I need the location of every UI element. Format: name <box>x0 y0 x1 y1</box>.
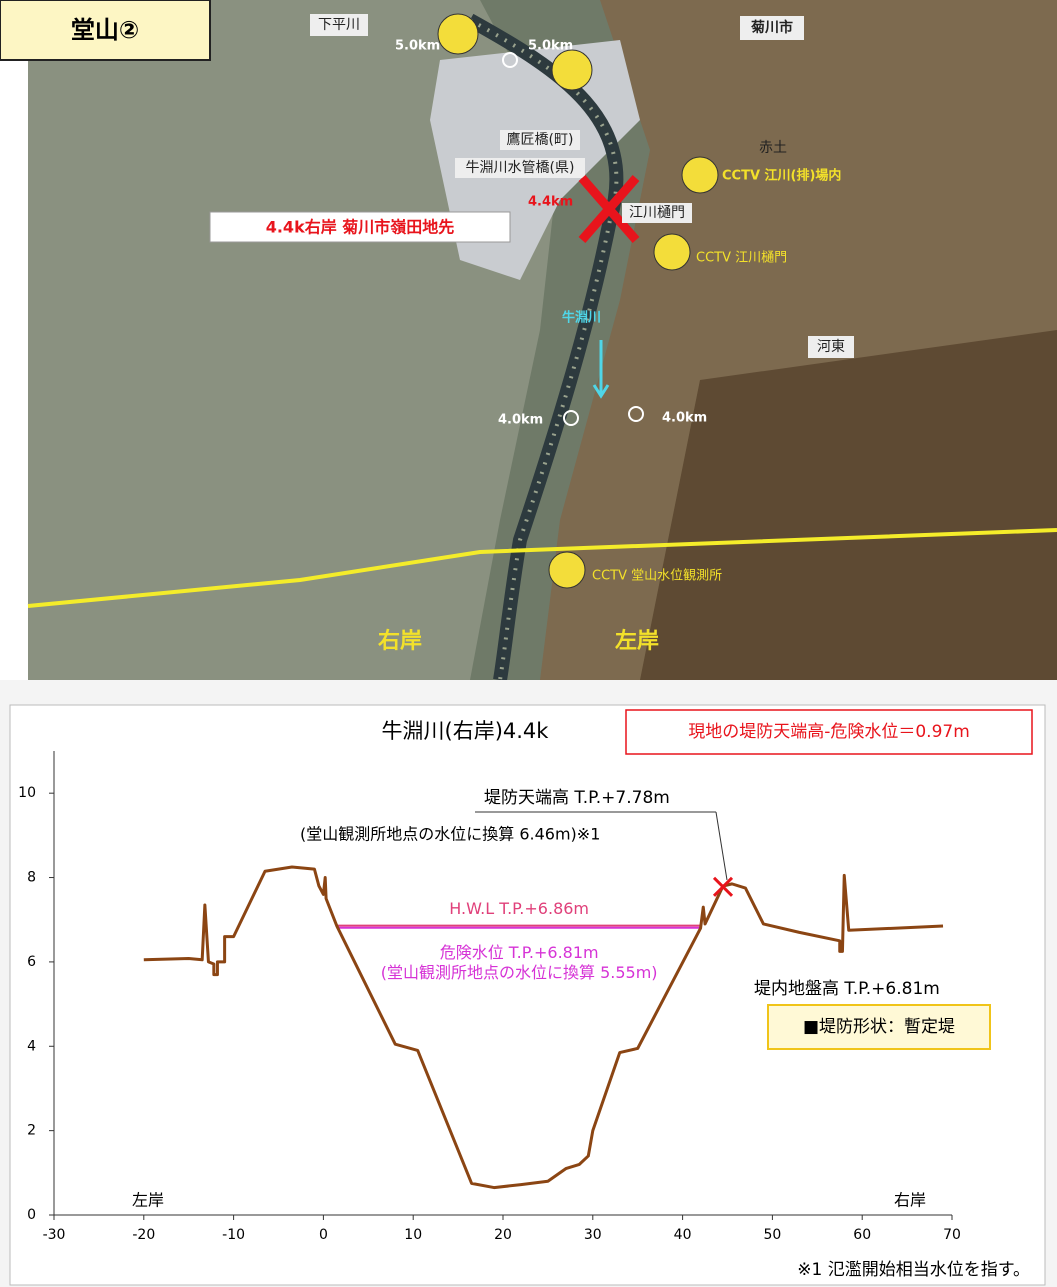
place-label: 下平川 <box>318 17 360 33</box>
x-tick-label: 60 <box>853 1227 871 1243</box>
cctv-label: CCTV 江川樋門 <box>696 250 787 266</box>
flow-arrow <box>592 340 610 399</box>
callout-box <box>625 709 1033 755</box>
cctv-icon <box>653 233 691 271</box>
cctv-icon <box>681 156 719 194</box>
x-tick-label: 30 <box>584 1227 602 1243</box>
x-tick-label: 10 <box>404 1227 422 1243</box>
shape-box <box>767 1004 991 1050</box>
y-tick-label: 6 <box>27 954 36 970</box>
place-label: 菊川市 <box>751 19 793 36</box>
crest-marker <box>712 876 734 897</box>
photo-fields <box>640 330 1057 680</box>
annotation: ■堤防形状：暫定堤 <box>803 1017 955 1037</box>
reference-label: H.W.L T.P.+6.86m <box>449 899 589 918</box>
y-tick-label: 0 <box>27 1207 36 1223</box>
bank-label: 左岸 <box>615 628 659 654</box>
river-label: 牛淵川 <box>562 310 601 326</box>
photo-title: 堂山② <box>71 16 139 44</box>
place-label: 赤土 <box>759 140 787 156</box>
place-label: 牛淵川水管橋(県) <box>466 160 575 176</box>
km-label: 5.0km <box>395 39 440 54</box>
y-tick-label: 10 <box>18 785 36 801</box>
km-post <box>628 406 644 422</box>
callout: 現地の堤防天端高-危険水位＝0.97m <box>688 722 970 742</box>
footnote: ※1 氾濫開始相当水位を指す。 <box>797 1260 1030 1280</box>
chart-panel <box>9 704 1046 1286</box>
x-tick-label: -20 <box>132 1227 155 1243</box>
annotation: (堂山観測所地点の水位に換算 6.46m)※1 <box>300 825 600 844</box>
site-label-box <box>209 211 511 243</box>
place-label: 鷹匠橋(町) <box>507 132 574 148</box>
x-tick-label: -10 <box>222 1227 245 1243</box>
label-bg <box>455 158 585 178</box>
place-label: 江川樋門 <box>629 205 685 221</box>
cctv-label: CCTV 堂山水位観測所 <box>592 569 722 584</box>
km-post <box>563 410 579 426</box>
label-bg <box>808 336 854 358</box>
cctv-label: CCTV 江川(排)場内 <box>722 168 841 184</box>
x-tick-label: 0 <box>319 1227 328 1243</box>
bank-label: 右岸 <box>378 629 422 654</box>
label-bg <box>740 16 804 40</box>
km-label: 4.4km <box>528 195 573 210</box>
side-label: 左岸 <box>132 1191 164 1210</box>
photo-left-bank <box>28 0 560 680</box>
cctv-icon <box>548 551 586 589</box>
y-tick-label: 4 <box>27 1038 36 1054</box>
place-label: 河東 <box>817 339 845 355</box>
y-tick-label: 2 <box>27 1123 36 1139</box>
km-label: 5.0km <box>528 39 573 54</box>
x-tick-label: 70 <box>943 1227 961 1243</box>
river <box>466 13 624 682</box>
breach-mark <box>578 175 640 243</box>
leader <box>715 811 728 881</box>
label-bg <box>310 14 368 36</box>
y-tick-label: 8 <box>27 870 36 886</box>
x-tick-label: 40 <box>674 1227 692 1243</box>
km-label: 4.0km <box>662 411 707 426</box>
x-tick-label: 50 <box>763 1227 781 1243</box>
chart-title: 牛淵川(右岸)4.4k <box>382 719 550 743</box>
reference-label: 危険水位 T.P.+6.81m <box>440 943 599 962</box>
x-tick-label: 20 <box>494 1227 512 1243</box>
site-label: 4.4k右岸 菊川市嶺田地先 <box>266 218 455 237</box>
label-bg <box>500 130 580 150</box>
water-icon <box>551 49 593 91</box>
label-bg <box>622 203 692 223</box>
profile-line <box>143 865 944 1190</box>
annotation: 堤内地盤高 T.P.+6.81m <box>754 979 940 999</box>
title-box <box>0 0 211 61</box>
km-post <box>502 52 518 68</box>
water-icon <box>437 13 479 55</box>
annotation: 堤防天端高 T.P.+7.78m <box>484 788 670 808</box>
side-label: 右岸 <box>894 1191 926 1210</box>
road-line <box>27 528 1057 608</box>
x-tick-label: -30 <box>43 1227 66 1243</box>
reference-label: (堂山観測所地点の水位に換算 5.55m) <box>381 963 658 982</box>
km-label: 4.0km <box>498 413 543 428</box>
